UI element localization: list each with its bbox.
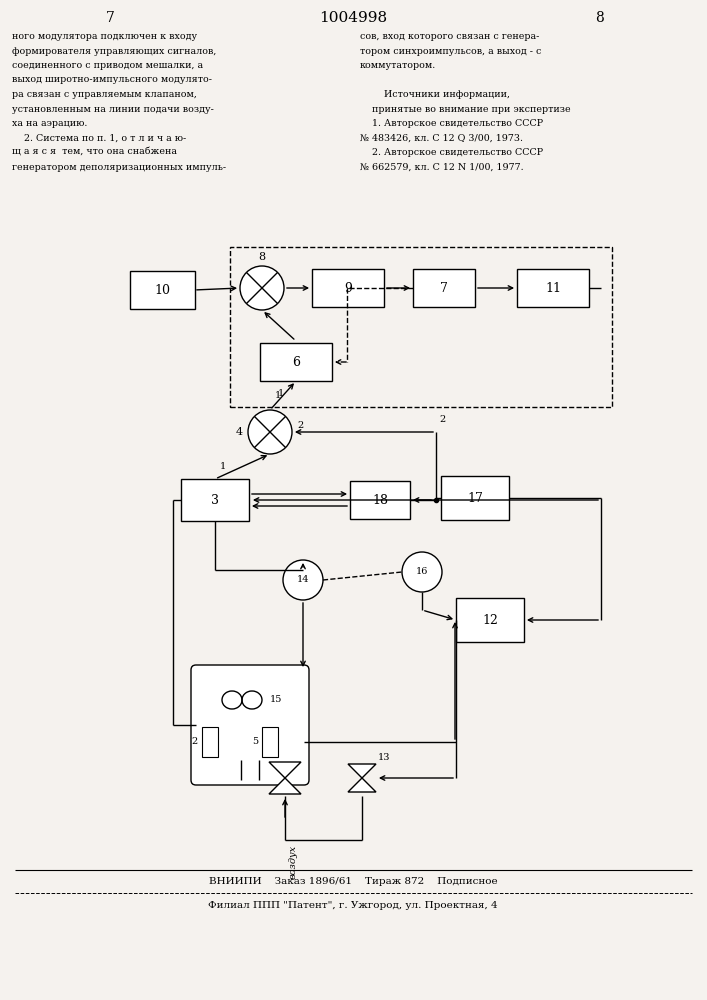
Text: 1004998: 1004998 [319, 11, 387, 25]
Circle shape [402, 552, 442, 592]
Text: выход широтно-импульсного модулято-: выход широтно-импульсного модулято- [12, 76, 212, 85]
Text: ного модулятора подключен к входу: ного модулятора подключен к входу [12, 32, 197, 41]
Bar [260, 343, 332, 381]
Text: генератором деполяризационных импуль-: генератором деполяризационных импуль- [12, 162, 226, 172]
Polygon shape [269, 778, 301, 794]
Text: тором синхроимпульсов, а выход - с: тором синхроимпульсов, а выход - с [360, 46, 542, 55]
Text: № 483426, кл. С 12 Q 3/00, 1973.: № 483426, кл. С 12 Q 3/00, 1973. [360, 133, 523, 142]
Text: сов, вход которого связан с генера-: сов, вход которого связан с генера- [360, 32, 539, 41]
FancyBboxPatch shape [191, 665, 309, 785]
Bar [350, 481, 410, 519]
Text: № 662579, кл. С 12 N 1/00, 1977.: № 662579, кл. С 12 N 1/00, 1977. [360, 162, 524, 172]
Text: 2. Авторское свидетельство СССР: 2. Авторское свидетельство СССР [360, 148, 543, 157]
Text: 1. Авторское свидетельство СССР: 1. Авторское свидетельство СССР [360, 119, 543, 128]
Bar [312, 269, 384, 307]
Text: 15: 15 [270, 696, 282, 704]
Text: 6: 6 [292, 356, 300, 368]
Text: 1: 1 [275, 391, 281, 400]
Bar [262, 727, 278, 757]
Text: 2. Система по п. 1, о т л и ч а ю-: 2. Система по п. 1, о т л и ч а ю- [12, 133, 186, 142]
Text: ра связан с управляемым клапаном,: ра связан с управляемым клапаном, [12, 90, 197, 99]
Text: 10: 10 [154, 284, 170, 296]
Bar [517, 269, 589, 307]
Text: 7: 7 [440, 282, 448, 294]
Text: соединенного с приводом мешалки, а: соединенного с приводом мешалки, а [12, 61, 203, 70]
Bar [230, 247, 612, 407]
Text: 14: 14 [297, 576, 309, 584]
Circle shape [240, 266, 284, 310]
Bar [181, 479, 249, 521]
Bar [456, 598, 524, 642]
Bar [441, 476, 509, 520]
Text: установленным на линии подачи возду-: установленным на линии подачи возду- [12, 104, 214, 113]
Bar [202, 727, 218, 757]
Text: 12: 12 [482, 613, 498, 626]
Bar [413, 269, 475, 307]
Text: 17: 17 [467, 491, 483, 504]
Circle shape [283, 560, 323, 600]
Text: ха на аэрацию.: ха на аэрацию. [12, 119, 88, 128]
Text: 8: 8 [259, 252, 266, 262]
Polygon shape [348, 764, 376, 778]
Text: 11: 11 [545, 282, 561, 294]
Text: Филиал ППП "Патент", г. Ужгород, ул. Проектная, 4: Филиал ППП "Патент", г. Ужгород, ул. Про… [208, 900, 498, 910]
Text: воздух: воздух [289, 845, 298, 879]
Text: 16: 16 [416, 568, 428, 576]
Text: 9: 9 [344, 282, 352, 294]
Text: 2: 2 [192, 738, 198, 746]
Text: 1: 1 [220, 462, 226, 471]
Text: 2: 2 [297, 422, 303, 430]
Text: формирователя управляющих сигналов,: формирователя управляющих сигналов, [12, 46, 216, 55]
Text: 1: 1 [278, 389, 284, 398]
Circle shape [248, 410, 292, 454]
Text: 7: 7 [105, 11, 115, 25]
Polygon shape [269, 762, 301, 778]
Text: 3: 3 [211, 493, 219, 506]
Bar [129, 271, 194, 309]
Polygon shape [348, 778, 376, 792]
Text: щ а я с я  тем, что она снабжена: щ а я с я тем, что она снабжена [12, 148, 177, 157]
Text: 4: 4 [236, 427, 243, 437]
Text: коммутатором.: коммутатором. [360, 61, 436, 70]
Text: Источники информации,: Источники информации, [360, 90, 510, 99]
Text: 2: 2 [439, 415, 445, 424]
Text: принятые во внимание при экспертизе: принятые во внимание при экспертизе [360, 104, 571, 113]
Text: ВНИИПИ    Заказ 1896/61    Тираж 872    Подписное: ВНИИПИ Заказ 1896/61 Тираж 872 Подписное [209, 878, 497, 886]
Text: 13: 13 [378, 753, 390, 762]
Text: 8: 8 [595, 11, 604, 25]
Text: 18: 18 [372, 493, 388, 506]
Text: 5: 5 [252, 738, 258, 746]
